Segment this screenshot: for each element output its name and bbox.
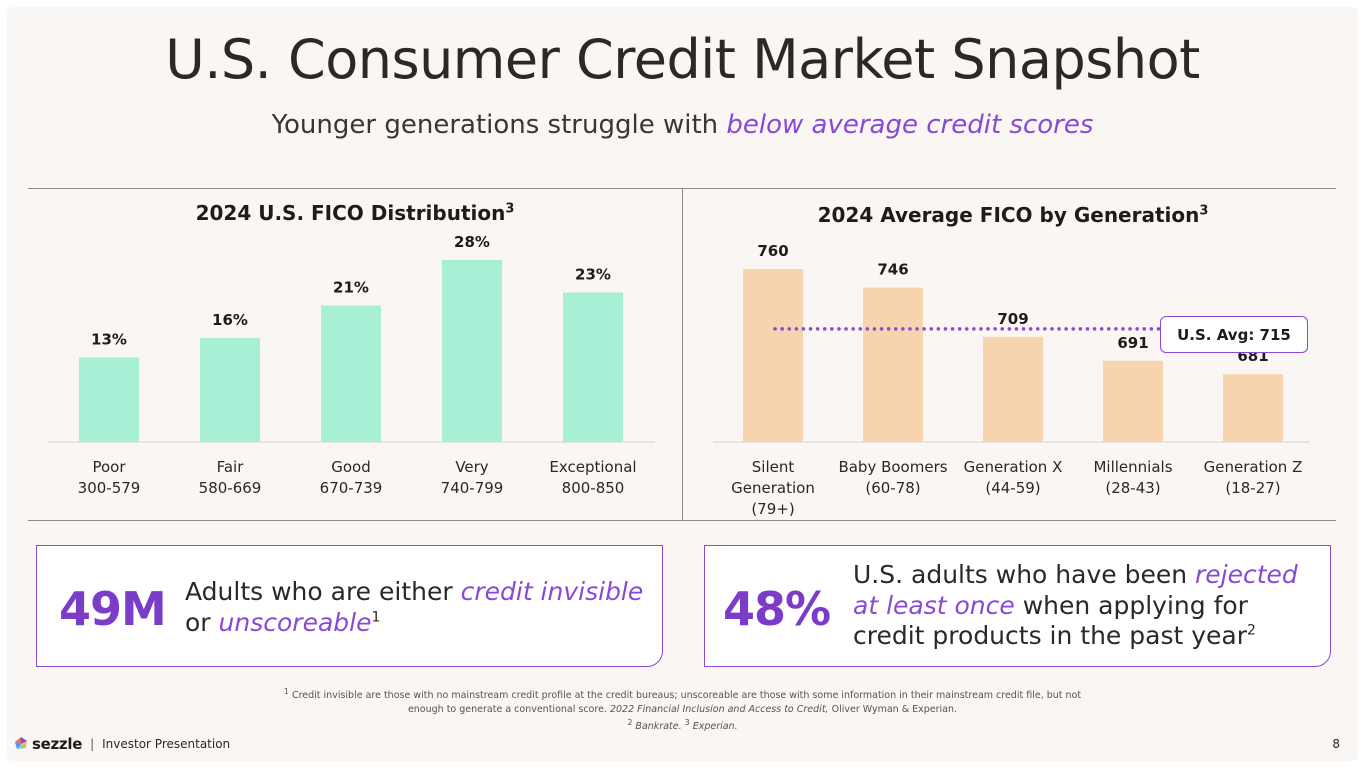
fico-dist-bar	[563, 292, 623, 442]
fico-dist-category-line: 670-739	[320, 479, 383, 497]
fico-dist-bar	[79, 357, 139, 442]
fico-dist-category-label: Exceptional 800-850	[549, 458, 636, 497]
fico-dist-category-line: Exceptional	[549, 458, 636, 476]
card1-lead: Adults who are either	[185, 577, 461, 606]
footnote-1-source: 2022 Financial Inclusion and Access to C…	[609, 703, 829, 715]
fico-gen-category-line: Millennials	[1093, 458, 1172, 476]
sezzle-logo-text: sezzle	[32, 735, 83, 753]
credit-rejected-text: U.S. adults who have been rejected at le…	[853, 560, 1327, 652]
fico-gen-category-label: Millennials (28-43)	[1093, 458, 1172, 497]
fico-gen-category-line: Generation Z	[1204, 458, 1303, 476]
fico-dist-category-line: Good	[331, 458, 371, 476]
fico-gen-category-line: (79+)	[751, 500, 794, 518]
credit-rejected-card: 48% U.S. adults who have been rejected a…	[704, 545, 1331, 667]
fico-generation-chart: 760 Silent Generation (79+) 746 Baby Boomers (…	[713, 242, 1310, 518]
fico-dist-category-line: 300-579	[78, 479, 141, 497]
footnote-3-marker: 3	[684, 717, 690, 727]
fico-gen-value-label: 709	[997, 310, 1028, 328]
fico-dist-category-label: Very 740-799	[441, 458, 504, 497]
fico-dist-category-line: 800-850	[562, 479, 625, 497]
fico-dist-category-label: Good 670-739	[320, 458, 383, 497]
footnote-1-marker: 1	[283, 687, 289, 696]
card1-accent2: unscoreable	[218, 607, 372, 637]
credit-invisible-card: 49M Adults who are either credit invisib…	[36, 545, 663, 667]
footer-brand: sezzle | Investor Presentation	[14, 735, 230, 753]
fico-generation-title-sup: 3	[1199, 203, 1209, 219]
fico-gen-category-label: Generation Z (18-27)	[1204, 458, 1303, 497]
page-title: U.S. Consumer Credit Market Snapshot	[165, 28, 1200, 91]
fico-generation-title-text: 2024 Average FICO by Generation	[817, 203, 1200, 227]
subtitle-lead: Younger generations struggle with	[271, 110, 727, 140]
fico-gen-category-line: (28-43)	[1105, 479, 1160, 497]
fico-dist-value-label: 13%	[91, 331, 127, 349]
fico-gen-category-line: Baby Boomers	[838, 458, 947, 476]
footnote-2-text: Bankrate.	[632, 720, 682, 732]
fico-dist-bar	[200, 338, 260, 442]
fico-distribution-title-text: 2024 U.S. FICO Distribution	[195, 201, 506, 225]
us-average-label: U.S. Avg: 715	[1160, 316, 1308, 353]
card1-accent1: credit invisible	[460, 577, 644, 606]
fico-dist-value-label: 28%	[454, 233, 490, 251]
fico-gen-value-label: 760	[757, 242, 788, 260]
fico-gen-category-line: Generation X	[964, 458, 1063, 476]
sezzle-logo-icon	[15, 737, 27, 749]
fico-dist-bar	[442, 260, 502, 442]
card2-tail: when applying for credit products in the…	[853, 590, 1248, 651]
credit-invisible-number: 49M	[59, 582, 167, 636]
fico-gen-category-line: (18-27)	[1225, 479, 1280, 497]
footer-separator: |	[90, 737, 95, 751]
card1-sup: 1	[371, 609, 381, 626]
credit-invisible-text: Adults who are either credit invisible o…	[185, 577, 655, 638]
fico-distribution-chart: 13% Poor 300-579 16% Fair 580-669 21% Good 670-7…	[48, 233, 655, 497]
fico-dist-category-line: Fair	[217, 458, 245, 476]
fico-gen-bar	[983, 336, 1043, 442]
fico-distribution-title-sup: 3	[505, 201, 515, 217]
card2-lead: U.S. adults who have been	[853, 560, 1196, 589]
fico-gen-category-line: (60-78)	[865, 479, 920, 497]
footnote-2-marker: 2	[627, 717, 633, 727]
fico-gen-category-label: Generation X (44-59)	[964, 458, 1063, 497]
fico-dist-category-label: Poor 300-579	[78, 458, 141, 497]
credit-rejected-number: 48%	[723, 582, 831, 636]
fico-distribution-title: 2024 U.S. FICO Distribution3	[28, 201, 682, 225]
fico-gen-bar	[743, 269, 803, 442]
footnote-1-tail: Oliver Wyman & Experian.	[828, 703, 958, 715]
footnote-1-text: Credit invisible are those with no mains…	[288, 690, 1082, 715]
fico-gen-bar	[863, 287, 923, 442]
fico-dist-category-line: 580-669	[199, 479, 262, 497]
card2-sup: 2	[1247, 622, 1256, 639]
footer-label: Investor Presentation	[102, 737, 231, 751]
fico-gen-category-label: Baby Boomers (60-78)	[838, 458, 947, 497]
fico-dist-bar	[321, 305, 381, 442]
fico-dist-category-line: Very	[455, 458, 488, 476]
fico-dist-category-line: 740-799	[441, 479, 504, 497]
fico-gen-bar	[1223, 374, 1283, 442]
chart-divider	[682, 188, 683, 520]
card1-mid: or	[185, 607, 219, 637]
fico-generation-title: 2024 Average FICO by Generation3	[683, 203, 1343, 227]
fico-gen-category-line: Generation	[731, 479, 815, 497]
subtitle-accent: below average credit scores	[726, 110, 1094, 140]
fico-gen-category-line: Silent	[752, 458, 795, 476]
page-number: 8	[1332, 737, 1340, 751]
fico-dist-value-label: 21%	[333, 279, 369, 297]
fico-gen-category-line: (44-59)	[985, 479, 1040, 497]
footnote: 1 Credit invisible are those with no mai…	[280, 686, 1085, 734]
fico-dist-category-label: Fair 580-669	[199, 458, 262, 497]
fico-dist-value-label: 23%	[575, 266, 611, 284]
fico-gen-value-label: 691	[1117, 334, 1148, 352]
footnote-3-text: Experian.	[689, 720, 738, 732]
fico-dist-value-label: 16%	[212, 311, 248, 329]
fico-gen-category-label: Silent Generation (79+)	[731, 458, 815, 518]
fico-dist-category-line: Poor	[92, 458, 126, 476]
fico-gen-value-label: 746	[877, 261, 908, 279]
card2-accent: rejected at least once	[853, 560, 1298, 620]
page-subtitle: Younger generations struggle with below …	[0, 110, 1365, 140]
bottom-divider	[28, 520, 1336, 521]
fico-gen-bar	[1103, 360, 1163, 442]
